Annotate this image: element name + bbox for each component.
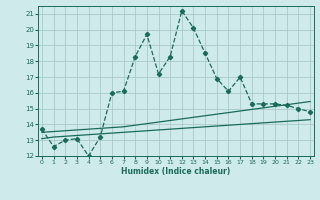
X-axis label: Humidex (Indice chaleur): Humidex (Indice chaleur) <box>121 167 231 176</box>
